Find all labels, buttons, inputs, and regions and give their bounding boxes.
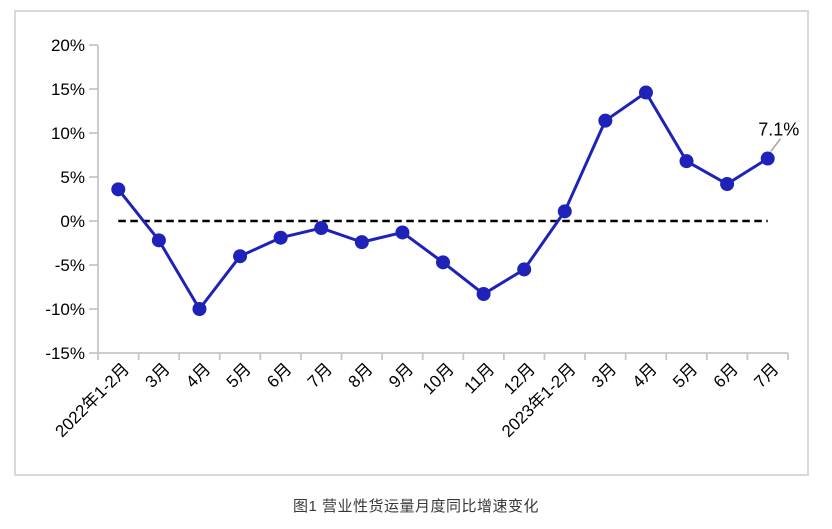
chart-figure: 20% 15% 10% 5% 0% -5% -10% -15% 2022年1-2月 3月 4月 5月 6… — [14, 10, 809, 476]
x-axis-category-label: 6月 — [263, 359, 295, 391]
data-point-marker — [679, 154, 694, 169]
data-label-annotation: 7.1% — [758, 120, 799, 140]
y-axis-tick-label: 10% — [51, 124, 85, 143]
x-axis-category-label: 8月 — [345, 359, 377, 391]
data-point-marker — [436, 255, 450, 270]
x-axis-category-label: 3月 — [588, 359, 620, 391]
x-axis-category-label: 7月 — [304, 359, 336, 391]
x-axis-category-label: 2022年1-2月 — [52, 359, 134, 441]
x-axis-category-label: 5月 — [669, 359, 701, 391]
data-point-marker — [151, 233, 166, 248]
x-axis-category-label: 9月 — [385, 359, 417, 391]
x-axis-category-label: 4月 — [182, 359, 214, 391]
x-axis-category-label: 2023年1-2月 — [498, 359, 580, 441]
x-axis-category-label: 3月 — [142, 359, 174, 391]
data-point-marker — [192, 302, 207, 316]
data-point-marker — [557, 204, 572, 219]
x-axis-category-label: 6月 — [710, 359, 742, 391]
y-axis-tick-label: 20% — [51, 36, 85, 55]
x-axis-category-label: 10月 — [419, 359, 458, 398]
data-point-marker — [476, 287, 491, 302]
x-axis-category-label: 4月 — [629, 359, 661, 391]
x-axis-category-label: 7月 — [750, 359, 782, 391]
data-point-marker — [233, 249, 248, 264]
data-point-marker — [314, 221, 329, 236]
data-label-leader-line — [770, 138, 782, 153]
x-axis-category-label: 5月 — [223, 359, 255, 391]
y-axis-tick-label: -5% — [55, 256, 85, 275]
data-point-marker — [395, 225, 410, 240]
data-point-marker — [273, 230, 288, 245]
x-axis-category-label: 11月 — [460, 359, 498, 397]
y-axis-tick-label: -10% — [45, 300, 85, 319]
y-axis-tick-label: 0% — [60, 212, 85, 231]
y-axis-tick-label: -15% — [45, 344, 85, 363]
data-point-marker — [111, 182, 126, 197]
data-point-marker — [760, 151, 775, 166]
data-point-marker — [517, 262, 532, 277]
data-point-marker — [638, 85, 653, 100]
freight-growth-line-chart: 20%15%10%5%0%-5%-10%-15%2022年1-2月 3月 4月 5月 6… — [45, 36, 799, 441]
data-point-marker — [720, 177, 735, 192]
data-point-marker — [354, 235, 369, 250]
series-line — [116, 91, 770, 311]
y-axis-tick-label: 15% — [51, 80, 85, 99]
data-point-marker — [598, 113, 613, 128]
chart-caption: 图1 营业性货运量月度同比增速变化 — [292, 498, 539, 515]
y-axis-tick-label: 5% — [60, 168, 85, 187]
